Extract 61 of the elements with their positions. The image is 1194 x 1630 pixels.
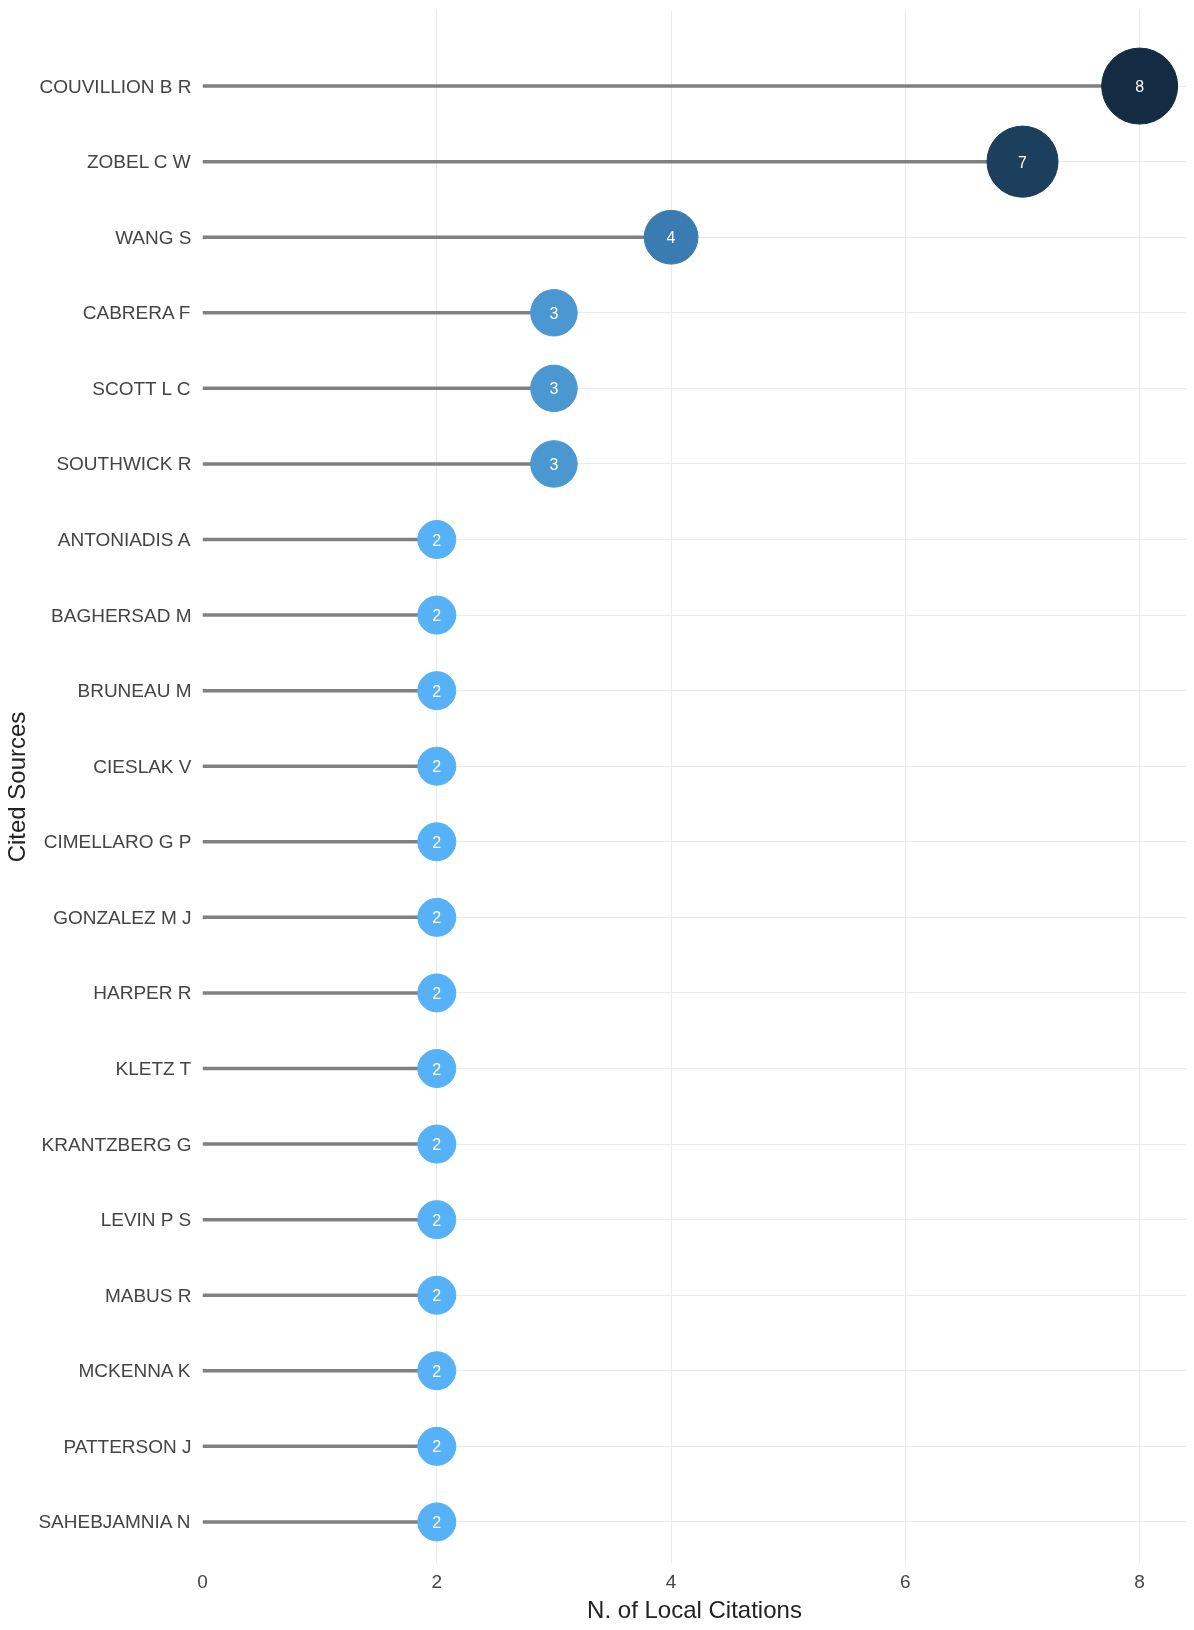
data-label: 2 bbox=[432, 531, 442, 549]
y-tick-label: MABUS R bbox=[104, 1284, 192, 1306]
y-axis-title: Cited Sources bbox=[3, 711, 31, 863]
data-label: 7 bbox=[1018, 153, 1028, 171]
x-tick-label: 2 bbox=[431, 1570, 443, 1592]
data-label: 2 bbox=[432, 682, 442, 700]
y-tick-label: KRANTZBERG G bbox=[41, 1133, 192, 1155]
y-tick-label: CABRERA F bbox=[82, 302, 191, 324]
data-label: 2 bbox=[432, 607, 442, 625]
y-tick-label: COUVILLION B R bbox=[39, 75, 192, 97]
point bbox=[417, 1426, 457, 1466]
y-tick-label: BAGHERSAD M bbox=[51, 604, 192, 626]
point bbox=[417, 671, 457, 711]
point bbox=[417, 746, 457, 786]
y-tick-label: HARPER R bbox=[93, 982, 192, 1004]
data-label: 3 bbox=[549, 455, 559, 473]
y-tick-label: MCKENNA K bbox=[78, 1360, 191, 1382]
data-label: 2 bbox=[432, 1513, 442, 1531]
y-tick-label: GONZALEZ M J bbox=[53, 906, 192, 928]
y-tick-label: KLETZ T bbox=[115, 1058, 192, 1079]
point bbox=[417, 822, 457, 862]
x-tick-label: 0 bbox=[197, 1570, 208, 1592]
y-tick-label: CIESLAK V bbox=[93, 755, 192, 777]
data-label: 2 bbox=[432, 1060, 442, 1078]
data-label: 4 bbox=[666, 229, 676, 247]
x-tick-label: 6 bbox=[900, 1570, 911, 1592]
y-tick-label: CIMELLARO G P bbox=[43, 831, 192, 853]
point bbox=[417, 1502, 457, 1542]
data-label: 2 bbox=[432, 1362, 442, 1380]
y-tick-label: PATTERSON J bbox=[63, 1435, 192, 1457]
data-label: 3 bbox=[549, 304, 559, 322]
data-label: 2 bbox=[432, 1211, 442, 1229]
point bbox=[417, 520, 457, 559]
data-label: 2 bbox=[432, 909, 442, 927]
y-tick-label: SAHEBJAMNIA N bbox=[38, 1511, 191, 1533]
data-label: 3 bbox=[549, 380, 559, 398]
data-label: 2 bbox=[432, 833, 442, 851]
data-label: 8 bbox=[1135, 78, 1145, 96]
y-tick-label: SOUTHWICK R bbox=[56, 453, 192, 475]
y-tick-label: LEVIN P S bbox=[100, 1209, 192, 1231]
x-tick-label: 4 bbox=[665, 1570, 677, 1592]
y-tick-label: WANG S bbox=[115, 226, 192, 248]
point bbox=[417, 973, 457, 1013]
x-tick-label: 8 bbox=[1134, 1570, 1145, 1592]
y-tick-label: ZOBEL C W bbox=[86, 151, 191, 173]
y-tick-label: ANTONIADIS A bbox=[57, 529, 191, 550]
point bbox=[417, 595, 457, 635]
y-tick-label: BRUNEAU M bbox=[77, 680, 192, 702]
point bbox=[417, 1049, 457, 1088]
data-label: 2 bbox=[432, 984, 442, 1002]
point bbox=[417, 897, 457, 937]
point bbox=[417, 1124, 457, 1164]
y-tick-label: SCOTT L C bbox=[92, 377, 191, 399]
data-label: 2 bbox=[432, 1136, 442, 1154]
data-label: 2 bbox=[432, 1438, 442, 1456]
x-axis-title: N. of Local Citations bbox=[587, 1595, 802, 1623]
point bbox=[417, 1200, 457, 1240]
point bbox=[417, 1351, 457, 1391]
data-label: 2 bbox=[432, 1287, 442, 1305]
point bbox=[417, 1275, 457, 1315]
data-label: 2 bbox=[432, 758, 442, 776]
